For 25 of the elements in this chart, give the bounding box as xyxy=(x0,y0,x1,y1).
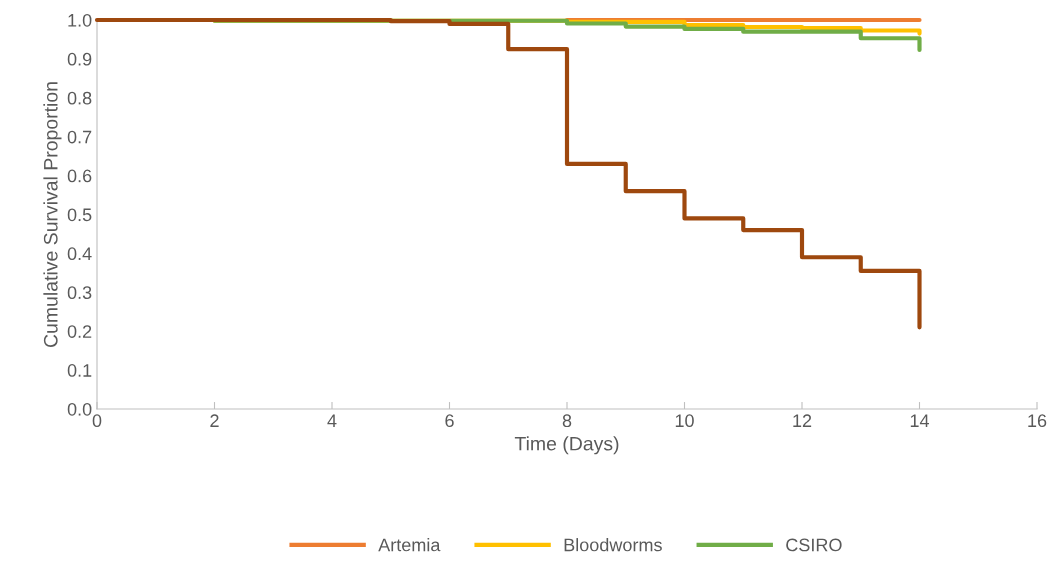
y-tick-label: 1.0 xyxy=(68,13,92,27)
x-tick-label: 2 xyxy=(210,414,219,427)
y-tick-label: 0.5 xyxy=(67,208,92,222)
x-tick-label: 6 xyxy=(445,414,454,428)
x-tick-label: 10 xyxy=(675,414,694,428)
x-tick-label: 14 xyxy=(910,414,930,427)
y-tick-label: 0.4 xyxy=(67,247,92,261)
x-tick-label: 12 xyxy=(793,414,812,427)
legend-label: Artemia xyxy=(378,538,441,552)
y-tick-label: 0.2 xyxy=(67,325,92,338)
legend-label: CSIRO xyxy=(786,538,842,552)
y-tick-label: 0.6 xyxy=(67,169,92,183)
y-tick-label: 0.1 xyxy=(67,364,92,377)
x-tick-label: 8 xyxy=(562,414,572,428)
y-tick-label: 0.9 xyxy=(67,52,92,66)
y-tick-label: 0.7 xyxy=(67,130,92,144)
x-tick-label: 4 xyxy=(327,414,337,427)
x-axis-title: Time (Days) xyxy=(514,436,619,455)
legend-label: Bloodworms xyxy=(564,538,662,552)
y-tick-label: 0.0 xyxy=(67,402,92,416)
x-tick-label: 0 xyxy=(92,414,102,428)
y-axis-title: Cumulative Survival Proportion xyxy=(43,82,62,347)
x-tick-label: 16 xyxy=(1028,414,1047,428)
y-tick-label: 0.8 xyxy=(67,91,92,105)
y-tick-label: 0.3 xyxy=(67,286,92,300)
